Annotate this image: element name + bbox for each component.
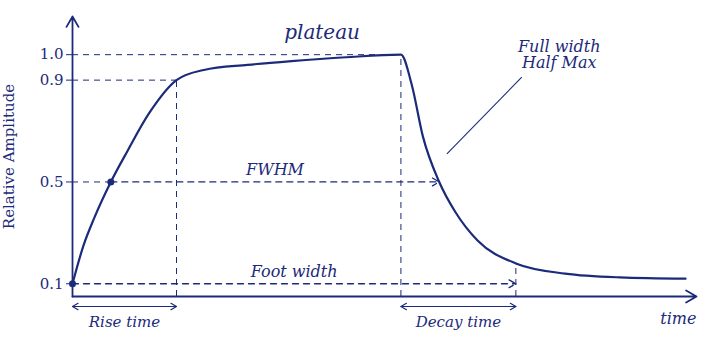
svg-text:1.0: 1.0 (40, 45, 64, 63)
svg-text:0.5: 0.5 (40, 173, 64, 191)
svg-text:Relative Amplitude: Relative Amplitude (0, 84, 18, 229)
svg-text:Decay time: Decay time (415, 313, 502, 331)
svg-text:Foot width: Foot width (250, 262, 338, 281)
svg-text:plateau: plateau (284, 20, 360, 44)
svg-text:0.9: 0.9 (40, 71, 64, 89)
svg-text:Full widthHalf Max: Full widthHalf Max (517, 37, 601, 72)
svg-text:Rise time: Rise time (88, 313, 160, 331)
svg-text:FWHM: FWHM (245, 160, 305, 179)
svg-text:time: time (660, 309, 696, 328)
svg-text:0.1: 0.1 (40, 275, 64, 293)
